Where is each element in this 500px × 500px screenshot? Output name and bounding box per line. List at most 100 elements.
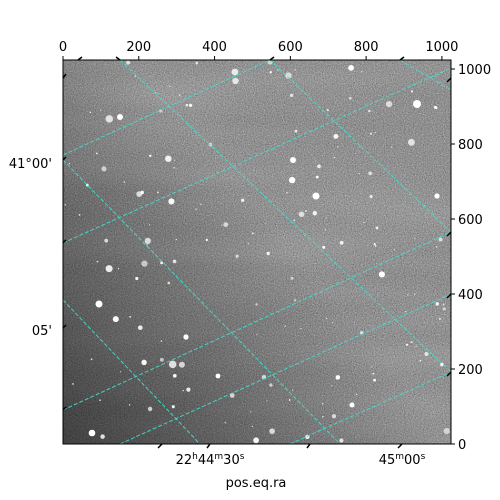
star <box>414 293 416 295</box>
star <box>89 111 92 114</box>
star <box>372 372 375 375</box>
pixel-x-ticks: 0 200 400 600 800 1000 <box>59 40 458 60</box>
grid-line <box>119 60 451 373</box>
star <box>348 65 354 71</box>
star <box>331 414 337 419</box>
star <box>315 175 319 179</box>
star <box>442 303 445 306</box>
star <box>369 195 373 199</box>
star <box>411 90 414 93</box>
y-tick-label: 600 <box>458 213 483 228</box>
star <box>415 345 417 347</box>
star <box>404 310 407 313</box>
bright-star <box>434 193 440 199</box>
star <box>312 210 318 216</box>
grid-line <box>63 60 271 156</box>
star <box>78 214 81 216</box>
world-tick-mark <box>115 56 121 61</box>
grid-line <box>63 159 341 444</box>
star <box>226 223 228 225</box>
bright-star <box>349 402 355 408</box>
star <box>247 243 249 245</box>
star <box>195 208 197 210</box>
star <box>148 224 151 226</box>
star <box>315 160 317 162</box>
star <box>332 321 334 324</box>
star <box>322 403 324 405</box>
world-tick-mark <box>157 443 163 449</box>
star <box>172 373 177 378</box>
world-tick-mark <box>77 56 83 61</box>
star <box>101 166 107 172</box>
bright-star <box>95 300 103 308</box>
world-tick-mark <box>269 56 275 61</box>
star <box>288 176 296 184</box>
star <box>160 340 163 342</box>
star <box>368 171 372 176</box>
star <box>363 221 365 224</box>
star <box>435 302 440 306</box>
star <box>355 393 358 395</box>
star <box>117 267 120 270</box>
star <box>186 387 191 392</box>
star <box>373 243 376 246</box>
star <box>165 155 172 162</box>
star <box>253 437 259 444</box>
star <box>146 244 148 246</box>
bright-star <box>88 429 96 437</box>
y-tick-label: 800 <box>458 138 483 153</box>
grid-line <box>63 299 201 444</box>
star <box>393 249 395 251</box>
star <box>284 325 286 327</box>
star <box>182 389 184 392</box>
star <box>266 251 270 256</box>
bright-star <box>312 192 320 200</box>
star <box>410 341 413 344</box>
star <box>173 159 176 161</box>
world-tick-mark <box>397 443 403 449</box>
star <box>305 210 307 212</box>
world-tick-mark <box>446 77 452 83</box>
star <box>269 71 272 74</box>
star <box>189 103 193 107</box>
star <box>266 400 268 402</box>
star <box>335 375 341 380</box>
star <box>276 69 279 71</box>
star <box>438 317 441 320</box>
star <box>433 105 437 109</box>
star <box>195 61 199 65</box>
world-ticks <box>62 56 452 449</box>
star <box>104 238 109 243</box>
star <box>172 259 177 264</box>
star <box>339 438 344 443</box>
grid-line <box>119 293 451 444</box>
star <box>322 245 326 249</box>
star <box>235 254 239 258</box>
star <box>175 238 177 241</box>
bright-star <box>413 100 421 108</box>
star <box>359 145 361 148</box>
star <box>290 276 294 280</box>
star <box>137 325 143 331</box>
star <box>286 191 288 194</box>
star <box>255 303 258 306</box>
x-tick-label: 800 <box>354 40 379 55</box>
pixel-y-ticks: 0 200 400 600 800 1000 <box>451 63 491 453</box>
star <box>224 421 227 424</box>
star <box>322 415 324 418</box>
star <box>385 100 393 108</box>
star <box>291 389 294 391</box>
star <box>256 333 258 335</box>
star <box>407 294 409 296</box>
star <box>407 138 415 146</box>
star <box>241 198 245 202</box>
star <box>144 237 151 245</box>
star <box>157 191 159 194</box>
star <box>374 245 377 247</box>
star <box>360 71 363 73</box>
star <box>298 211 305 218</box>
star <box>300 328 302 330</box>
star <box>333 156 336 159</box>
star <box>269 383 273 387</box>
star <box>167 281 171 285</box>
